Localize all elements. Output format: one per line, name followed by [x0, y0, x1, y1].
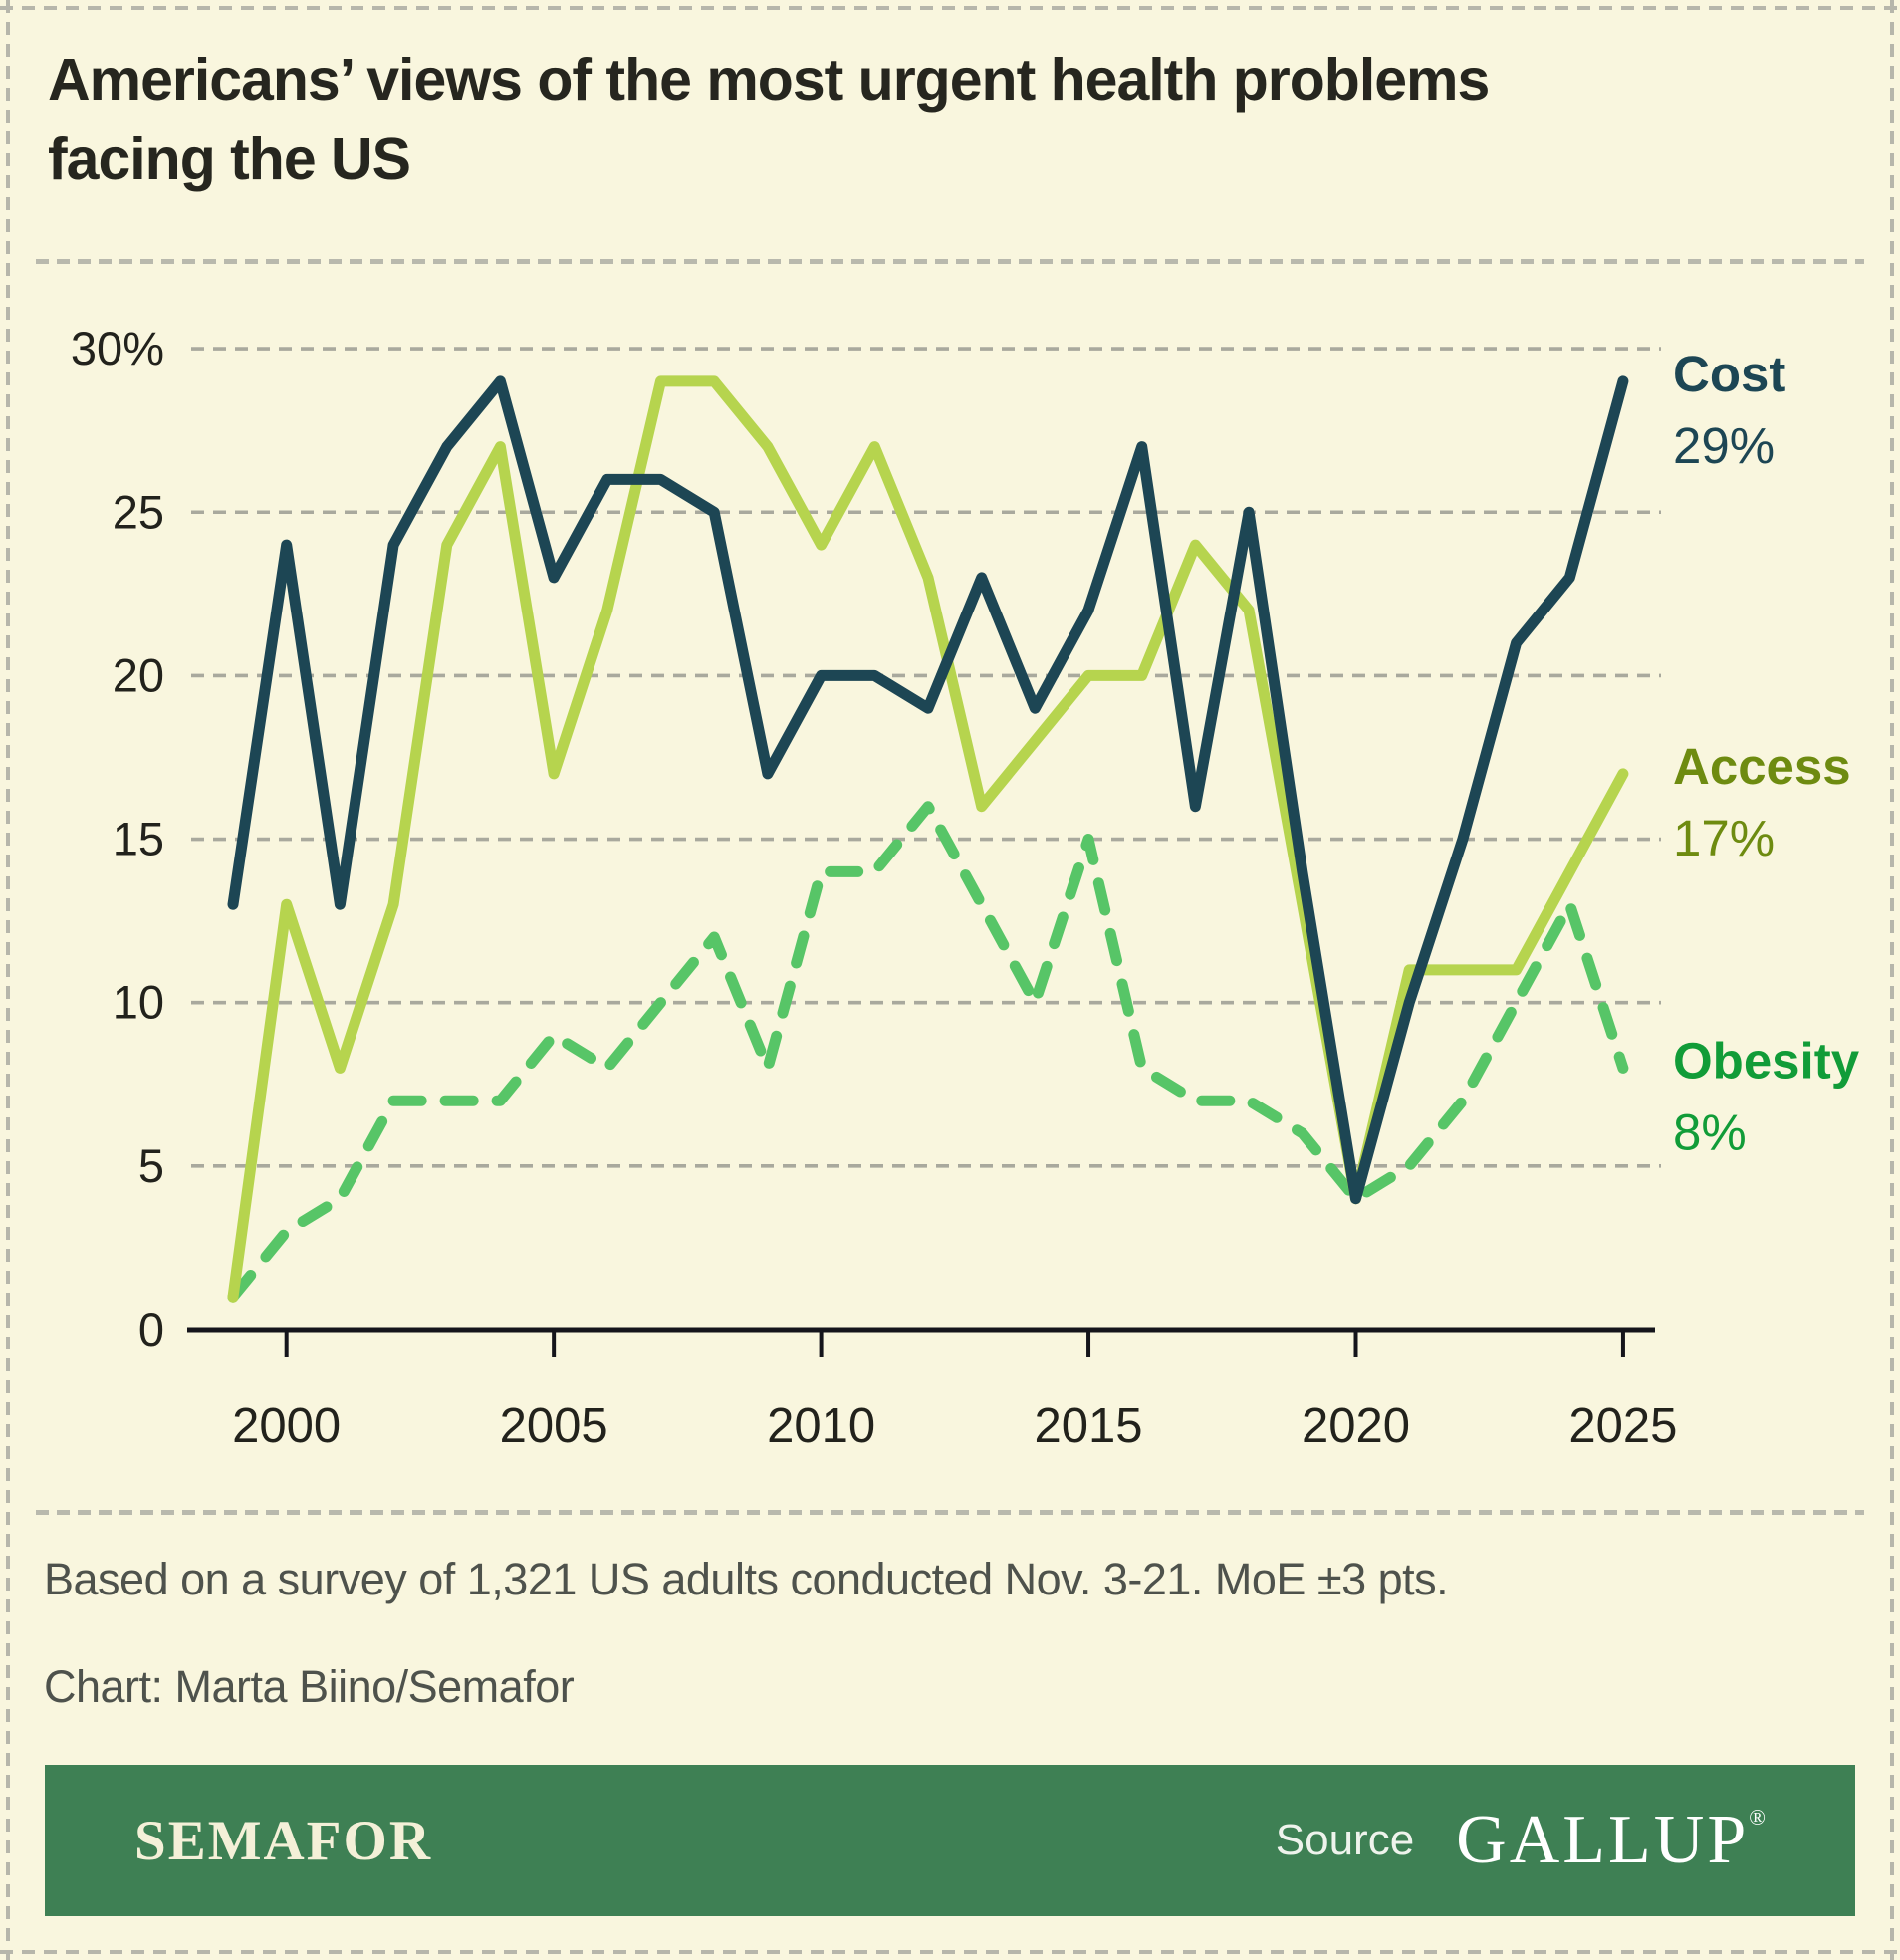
y-tick-label: 25: [113, 485, 164, 538]
page-border-bottom: [0, 1950, 1900, 1954]
chart-credit: Chart: Marta Biino/Semafor: [44, 1661, 575, 1712]
source-label: Source: [1275, 1816, 1415, 1864]
x-tick-label: 2025: [1568, 1399, 1677, 1453]
access-legend-value: 17%: [1673, 810, 1775, 866]
brand-banner: SEMAFOR Source GALLUP®: [45, 1765, 1855, 1916]
y-tick-label: 5: [138, 1139, 164, 1192]
cost-line: [227, 375, 1629, 1205]
footer-separator: [36, 1510, 1864, 1515]
page-border-right: [1890, 0, 1894, 1960]
y-tick-label: 15: [113, 813, 164, 865]
obesity-legend-value: 8%: [1673, 1103, 1747, 1160]
y-tick-label: 10: [113, 976, 164, 1029]
x-tick-label: 2020: [1302, 1399, 1410, 1453]
x-tick-label: 2000: [232, 1399, 341, 1453]
cost-legend-value: 29%: [1673, 417, 1775, 474]
page-title: Americans’ views of the most urgent heal…: [48, 47, 1490, 192]
obesity-legend-label: Obesity: [1673, 1032, 1860, 1089]
access-line: [227, 375, 1629, 1303]
access-legend-label: Access: [1673, 738, 1851, 795]
y-tick-label: 20: [113, 648, 164, 701]
y-tick-label: 30%: [71, 322, 164, 374]
survey-note: Based on a survey of 1,321 US adults con…: [44, 1554, 1449, 1604]
cost-legend-label: Cost: [1673, 346, 1785, 402]
obesity-line: [227, 801, 1629, 1303]
page-border-left: [6, 0, 10, 1960]
top-separator: [36, 259, 1864, 264]
x-tick-label: 2010: [767, 1399, 875, 1453]
semafor-logo: SEMAFOR: [134, 1809, 432, 1872]
y-tick-label: 0: [138, 1303, 164, 1355]
source-attribution: Source GALLUP®: [1276, 1801, 1766, 1880]
gallup-logo: GALLUP®: [1456, 1802, 1766, 1878]
registered-mark-icon: ®: [1749, 1805, 1766, 1830]
page-border-top: [0, 6, 1900, 10]
x-tick-label: 2005: [500, 1399, 608, 1453]
x-tick-label: 2015: [1035, 1399, 1143, 1453]
